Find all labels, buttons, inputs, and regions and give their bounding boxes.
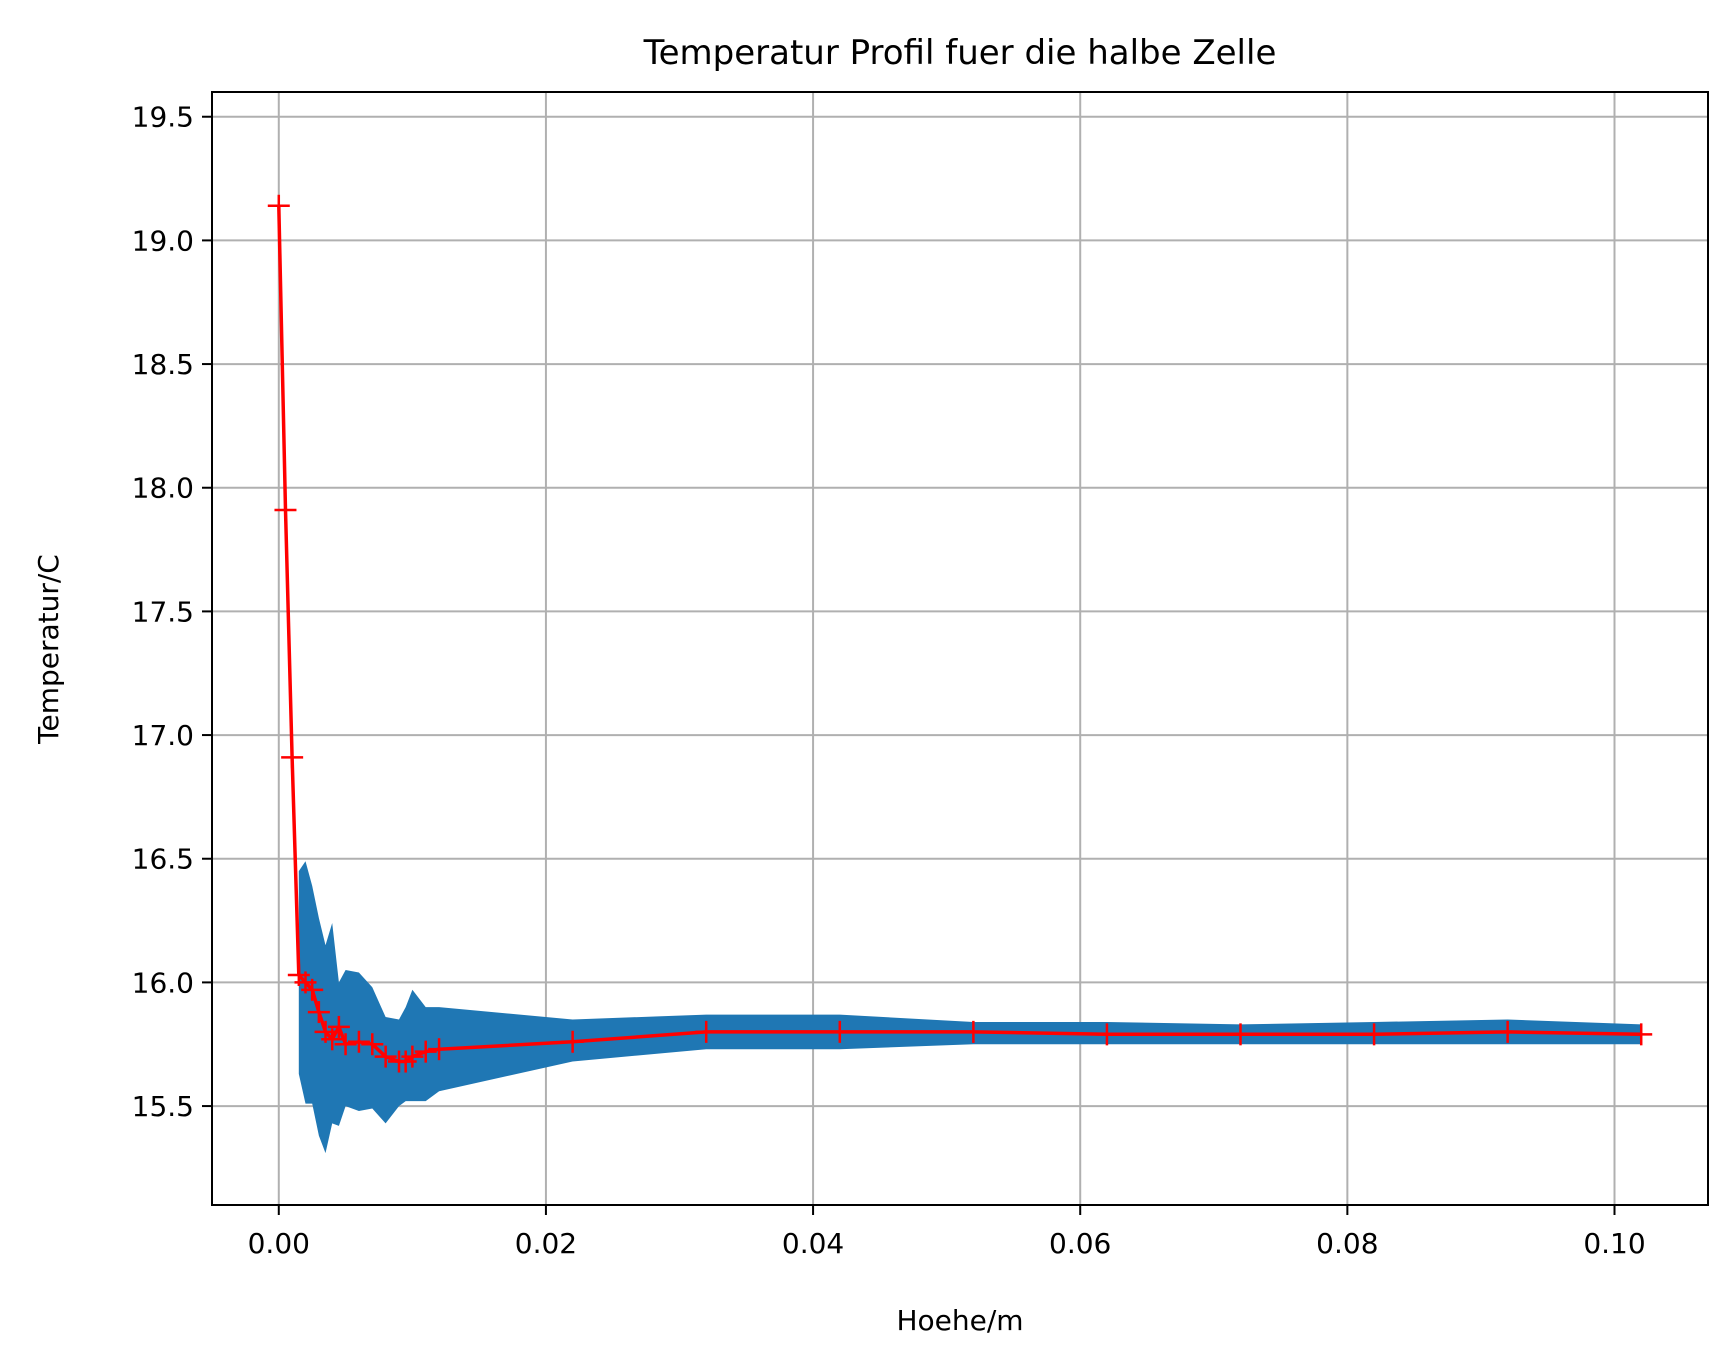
x-tick-label: 0.04 xyxy=(782,1227,844,1260)
data-point-marker xyxy=(1363,1023,1386,1046)
data-point-marker xyxy=(374,1045,397,1068)
data-point-marker xyxy=(1630,1023,1653,1046)
chart-title: Temperatur Profil fuer die halbe Zelle xyxy=(643,33,1277,73)
data-point-marker xyxy=(274,498,297,521)
data-point-marker xyxy=(1095,1023,1118,1046)
x-axis-ticks: 0.00 0.02 0.04 0.06 0.08 0.10 xyxy=(248,1205,1646,1260)
y-tick-label: 16.5 xyxy=(132,843,194,876)
data-point-marker xyxy=(962,1020,985,1043)
x-axis-label: Hoehe/m xyxy=(896,1304,1023,1337)
data-point-marker xyxy=(361,1033,384,1056)
y-axis-label: Temperatur/C xyxy=(32,554,65,745)
data-point-marker xyxy=(1229,1023,1252,1046)
x-tick-label: 0.10 xyxy=(1583,1227,1645,1260)
data-point-marker xyxy=(347,1030,370,1053)
data-point-marker xyxy=(695,1020,718,1043)
temperature-markers xyxy=(267,194,1653,1073)
data-point-marker xyxy=(428,1038,451,1061)
x-tick-label: 0.06 xyxy=(1049,1227,1111,1260)
y-tick-label: 18.5 xyxy=(132,348,194,381)
plot-frame xyxy=(211,91,1709,1206)
x-tick-label: 0.02 xyxy=(515,1227,577,1260)
data-point-marker xyxy=(414,1040,437,1063)
y-axis-ticks: 15.5 16.0 16.5 17.0 17.5 18.0 18.5 19.0 19.5 xyxy=(132,101,212,1123)
data-point-marker xyxy=(561,1030,584,1053)
data-point-marker xyxy=(301,978,324,1001)
data-point-marker xyxy=(401,1045,424,1068)
data-point-marker xyxy=(267,194,290,217)
data-point-marker xyxy=(321,1028,344,1051)
y-tick-label: 17.5 xyxy=(132,595,194,628)
data-point-marker xyxy=(327,1015,350,1038)
y-tick-label: 18.0 xyxy=(132,472,194,505)
data-point-marker xyxy=(334,1033,357,1056)
data-point-marker xyxy=(307,1001,330,1024)
x-tick-label: 0.08 xyxy=(1316,1227,1378,1260)
x-tick-label: 0.00 xyxy=(248,1227,310,1260)
temperature-line xyxy=(277,205,1642,1064)
data-point-marker xyxy=(828,1020,851,1043)
y-tick-label: 19.5 xyxy=(132,101,194,134)
data-point-marker xyxy=(281,746,304,769)
series-line xyxy=(277,205,1642,1064)
y-tick-label: 16.0 xyxy=(132,966,194,999)
y-tick-label: 15.5 xyxy=(132,1090,194,1123)
data-point-marker xyxy=(1496,1020,1519,1043)
y-tick-label: 17.0 xyxy=(132,719,194,752)
y-tick-label: 19.0 xyxy=(132,224,194,257)
grid xyxy=(212,92,1708,1205)
